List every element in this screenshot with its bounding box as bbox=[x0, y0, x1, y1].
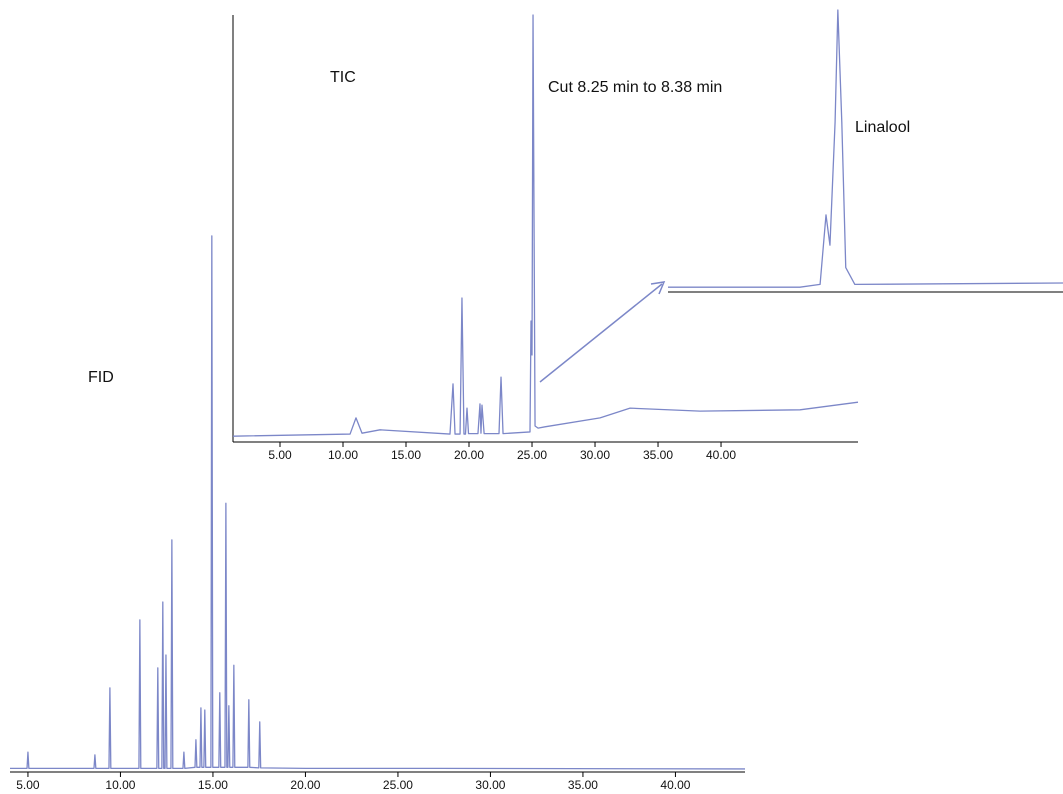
x-tick-label: 30.00 bbox=[475, 778, 505, 792]
trace bbox=[10, 235, 746, 770]
trace bbox=[668, 9, 1063, 288]
x-tick-label: 15.00 bbox=[391, 448, 421, 462]
annotation: Cut 8.25 min to 8.38 min bbox=[548, 79, 722, 96]
x-tick-label: 5.00 bbox=[268, 448, 292, 462]
arrow bbox=[539, 283, 663, 383]
trace-label: FID bbox=[88, 369, 114, 386]
x-tick-label: 25.00 bbox=[517, 448, 547, 462]
trace-label: Linalool bbox=[855, 119, 910, 136]
x-tick-label: 40.00 bbox=[706, 448, 736, 462]
trace-label: TIC bbox=[330, 69, 356, 86]
x-tick-label: 35.00 bbox=[643, 448, 673, 462]
x-tick-label: 40.00 bbox=[660, 778, 690, 792]
x-tick-label: 15.00 bbox=[198, 778, 228, 792]
x-tick-label: 10.00 bbox=[105, 778, 135, 792]
arrow-head bbox=[650, 281, 666, 295]
x-tick-label: 30.00 bbox=[580, 448, 610, 462]
x-tick-label: 20.00 bbox=[290, 778, 320, 792]
x-tick-label: 20.00 bbox=[454, 448, 484, 462]
x-tick-label: 5.00 bbox=[16, 778, 40, 792]
x-tick-label: 35.00 bbox=[568, 778, 598, 792]
trace bbox=[232, 14, 859, 437]
x-tick-label: 25.00 bbox=[383, 778, 413, 792]
x-tick-label: 10.00 bbox=[328, 448, 358, 462]
